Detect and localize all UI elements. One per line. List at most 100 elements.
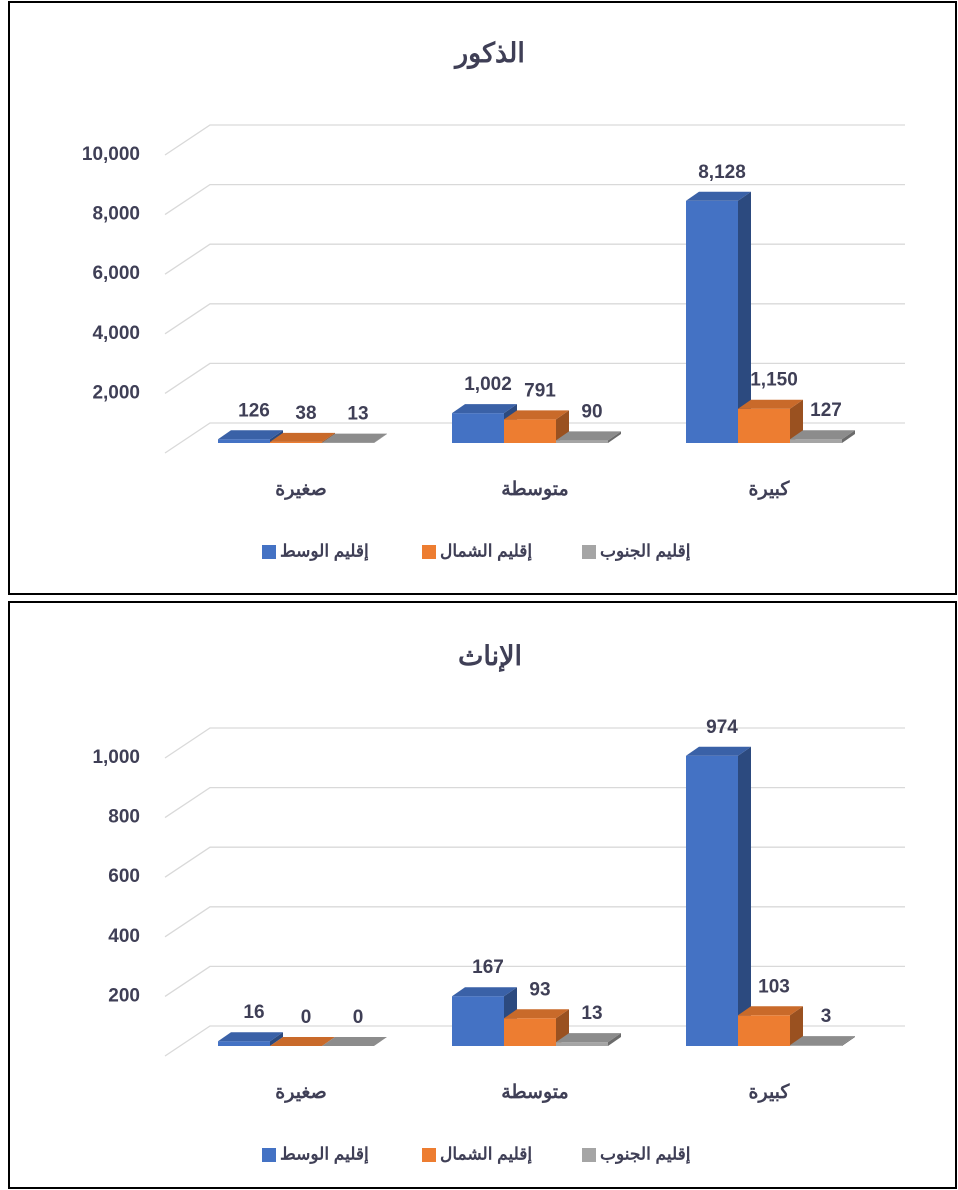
bar-top	[218, 1032, 283, 1042]
bar	[504, 419, 556, 443]
bar-top	[452, 404, 517, 414]
x-tick-label: صغيرة	[275, 479, 326, 500]
y-tick-label: 8,000	[92, 204, 140, 225]
bar-top	[322, 1037, 387, 1046]
legend-swatch	[262, 1148, 276, 1162]
grid-line	[164, 124, 905, 156]
bar	[218, 439, 270, 443]
bar	[504, 1018, 556, 1046]
bar-side	[738, 746, 751, 1046]
x-tick-label: كبيرة	[749, 1082, 791, 1103]
data-label: 93	[529, 979, 550, 1000]
data-label: 1,002	[464, 374, 512, 395]
chart-frame	[8, 601, 957, 1189]
grid-line	[164, 303, 905, 335]
data-label: 167	[472, 957, 504, 978]
legend-label: إقليم الوسط	[280, 1144, 369, 1164]
y-tick-label: 800	[108, 807, 140, 828]
x-tick-label: متوسطة	[501, 1082, 568, 1103]
y-tick-label: 200	[108, 985, 140, 1006]
bar-top	[790, 430, 855, 440]
bar-top	[686, 746, 751, 756]
y-tick-label: 1,000	[92, 747, 140, 768]
grid-line	[164, 786, 905, 819]
data-label: 974	[706, 717, 738, 738]
grid-line	[164, 183, 905, 216]
bar-side	[790, 1006, 803, 1046]
grid-line	[164, 965, 905, 997]
bar-side	[790, 399, 803, 443]
bar-side	[608, 1033, 621, 1046]
data-label: 103	[758, 976, 790, 997]
bar	[556, 440, 608, 443]
data-label: 0	[353, 1007, 364, 1028]
data-label: 0	[301, 1007, 312, 1028]
bar-side	[270, 1032, 283, 1046]
y-tick-label: 600	[108, 866, 140, 887]
data-label: 126	[238, 400, 270, 421]
legend-label: إقليم الوسط	[280, 541, 369, 561]
chart: الإناث 200 400 600 800 1,000 صغيرة متوسطة كبيرة 1…	[92, 641, 905, 1164]
bar	[738, 408, 790, 443]
bar-top	[218, 430, 283, 440]
legend-swatch	[262, 545, 276, 559]
data-label: 3	[821, 1006, 832, 1027]
bar	[686, 200, 738, 443]
bar-top	[504, 1009, 569, 1019]
grid-line	[164, 362, 905, 394]
bar-side	[842, 1036, 855, 1046]
y-tick-label: 10,000	[82, 144, 140, 165]
data-label: 16	[243, 1002, 264, 1023]
bar	[452, 996, 504, 1046]
floor-line	[164, 422, 905, 454]
bar-top	[270, 432, 335, 442]
bar-top	[738, 399, 803, 409]
y-tick-label: 4,000	[92, 323, 140, 344]
legend-swatch	[422, 1148, 436, 1162]
data-label: 1,150	[750, 370, 798, 391]
data-label: 8,128	[698, 162, 746, 183]
bar	[790, 439, 842, 443]
bar	[556, 1042, 608, 1046]
data-label: 90	[581, 401, 602, 422]
data-label: 38	[295, 403, 316, 424]
bar-top	[790, 1036, 855, 1046]
x-tick-label: متوسطة	[501, 479, 568, 500]
x-tick-label: صغيرة	[275, 1082, 326, 1103]
floor-line	[164, 1025, 905, 1057]
grid-line	[164, 906, 905, 938]
bar-top	[452, 987, 517, 997]
bar	[738, 1015, 790, 1046]
x-tick-label: كبيرة	[749, 479, 791, 500]
legend-label: إقليم الجنوب	[600, 1144, 691, 1164]
bar-top	[738, 1006, 803, 1016]
chart: الذكور 2,000 4,000 6,000 8,000 10,000 صغيرة متو…	[82, 38, 905, 561]
legend-swatch	[582, 545, 596, 559]
bar-side	[842, 430, 855, 443]
data-label: 13	[347, 404, 368, 425]
data-label: 13	[581, 1003, 602, 1024]
data-label: 127	[810, 400, 842, 421]
grid-line	[164, 846, 905, 878]
bar	[686, 755, 738, 1046]
bar-top	[504, 410, 569, 420]
bar-top	[322, 433, 387, 443]
bar-side	[374, 433, 387, 443]
grid-line	[164, 727, 905, 759]
bar-top	[686, 191, 751, 201]
y-tick-label: 2,000	[92, 382, 140, 403]
y-tick-label: 400	[108, 926, 140, 947]
bar	[270, 441, 322, 443]
bar	[218, 1041, 270, 1046]
legend-swatch	[582, 1148, 596, 1162]
chart-title: الإناث	[458, 641, 522, 673]
legend-label: إقليم الشمال	[440, 541, 532, 561]
bar	[452, 413, 504, 443]
legend-label: إقليم الجنوب	[600, 541, 691, 561]
legend-swatch	[422, 545, 436, 559]
y-tick-label: 6,000	[92, 263, 140, 284]
chart-title: الذكور	[453, 38, 525, 70]
data-label: 791	[524, 380, 556, 401]
bar-side	[608, 431, 621, 443]
